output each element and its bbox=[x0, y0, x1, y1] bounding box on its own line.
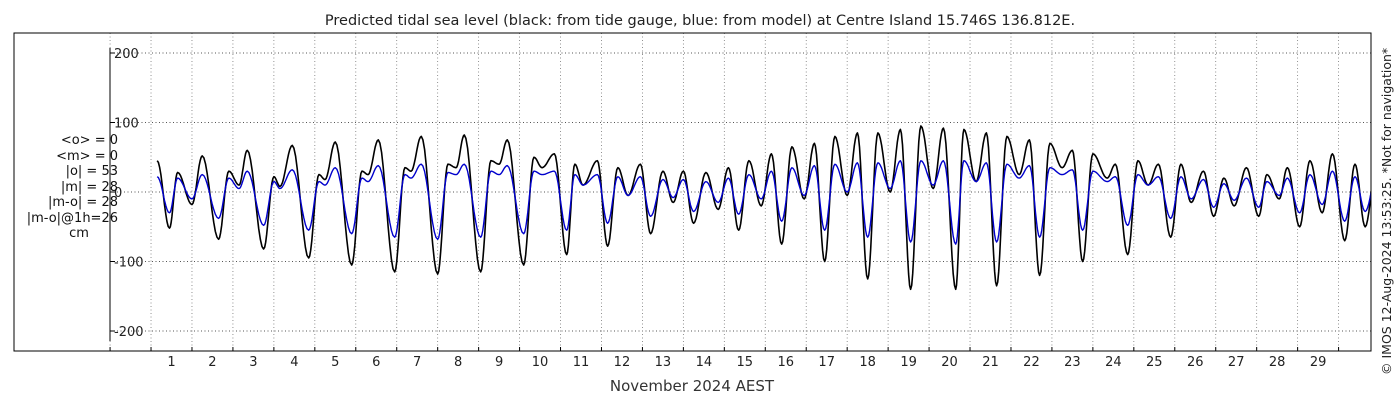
x-tick-label: 3 bbox=[249, 355, 257, 370]
series-line-tide-gauge bbox=[156, 125, 1371, 291]
x-tick-label: 6 bbox=[372, 355, 380, 370]
x-axis-label: November 2024 AEST bbox=[610, 377, 775, 395]
x-tick-label: 2 bbox=[208, 355, 216, 370]
stat-abs-model: |m| = 28 bbox=[60, 179, 118, 195]
stat-mean-model: <m> = 0 bbox=[56, 148, 118, 164]
x-tick-label: 14 bbox=[696, 355, 713, 370]
x-tick-label: 18 bbox=[859, 355, 876, 370]
x-tick-label: 28 bbox=[1269, 355, 1286, 370]
x-tick-label: 25 bbox=[1146, 355, 1163, 370]
x-tick-label: 4 bbox=[290, 355, 298, 370]
x-tick-label: 12 bbox=[614, 355, 631, 370]
y-axis: 200 100 0 -100 -200 bbox=[109, 47, 144, 341]
x-tick-label: 21 bbox=[982, 355, 999, 370]
y-tick-label: 0 bbox=[114, 186, 122, 201]
x-tick-label: 8 bbox=[454, 355, 462, 370]
x-tick-label: 5 bbox=[331, 355, 339, 370]
x-tick-label: 23 bbox=[1064, 355, 1081, 370]
x-tick-label: 19 bbox=[900, 355, 917, 370]
x-tick-label: 29 bbox=[1310, 355, 1327, 370]
y-tick-label: -100 bbox=[114, 256, 144, 271]
stat-abs-observed: |o| = 53 bbox=[65, 164, 118, 179]
x-tick-label: 11 bbox=[573, 355, 590, 370]
stat-abs-difference: |m-o| = 28 bbox=[47, 195, 118, 210]
stat-abs-difference-1h: |m-o|@1h=26 bbox=[26, 210, 118, 226]
stat-mean-observed: <o> = 0 bbox=[60, 133, 118, 148]
plot-frame bbox=[13, 32, 1372, 352]
statistics-panel: <o> = 0 <m> = 0 |o| = 53 |m| = 28 |m-o| … bbox=[0, 133, 118, 242]
chart-title: Predicted tidal sea level (black: from t… bbox=[325, 13, 1075, 29]
x-tick-label: 10 bbox=[532, 355, 549, 370]
y-tick-label: 100 bbox=[114, 117, 139, 132]
x-tick-label: 24 bbox=[1105, 355, 1122, 370]
x-axis: 1 2 3 4 5 6 7 8 9 10 11 12 13 14 15 16 17 18 19 20 21 22 23 24 2… bbox=[109, 347, 1340, 370]
copyright-note: © IMOS 12-Aug-2024 13:53:25. *Not for na… bbox=[1379, 48, 1394, 375]
x-tick-label: 15 bbox=[737, 355, 754, 370]
x-tick-label: 9 bbox=[495, 355, 503, 370]
x-tick-label: 17 bbox=[818, 355, 835, 370]
series-line-model bbox=[156, 160, 1371, 245]
x-tick-label: 7 bbox=[413, 355, 421, 370]
x-tick-label: 27 bbox=[1228, 355, 1245, 370]
x-tick-label: 22 bbox=[1023, 355, 1040, 370]
x-tick-label: 16 bbox=[777, 355, 794, 370]
y-tick-label: 200 bbox=[114, 47, 139, 62]
x-tick-label: 26 bbox=[1187, 355, 1204, 370]
series-lines bbox=[156, 125, 1371, 291]
x-tick-label: 1 bbox=[167, 355, 175, 370]
y-tick-label: -200 bbox=[114, 325, 144, 340]
stat-unit: cm bbox=[69, 226, 89, 241]
x-tick-label: 20 bbox=[941, 355, 958, 370]
x-tick-label: 13 bbox=[655, 355, 672, 370]
